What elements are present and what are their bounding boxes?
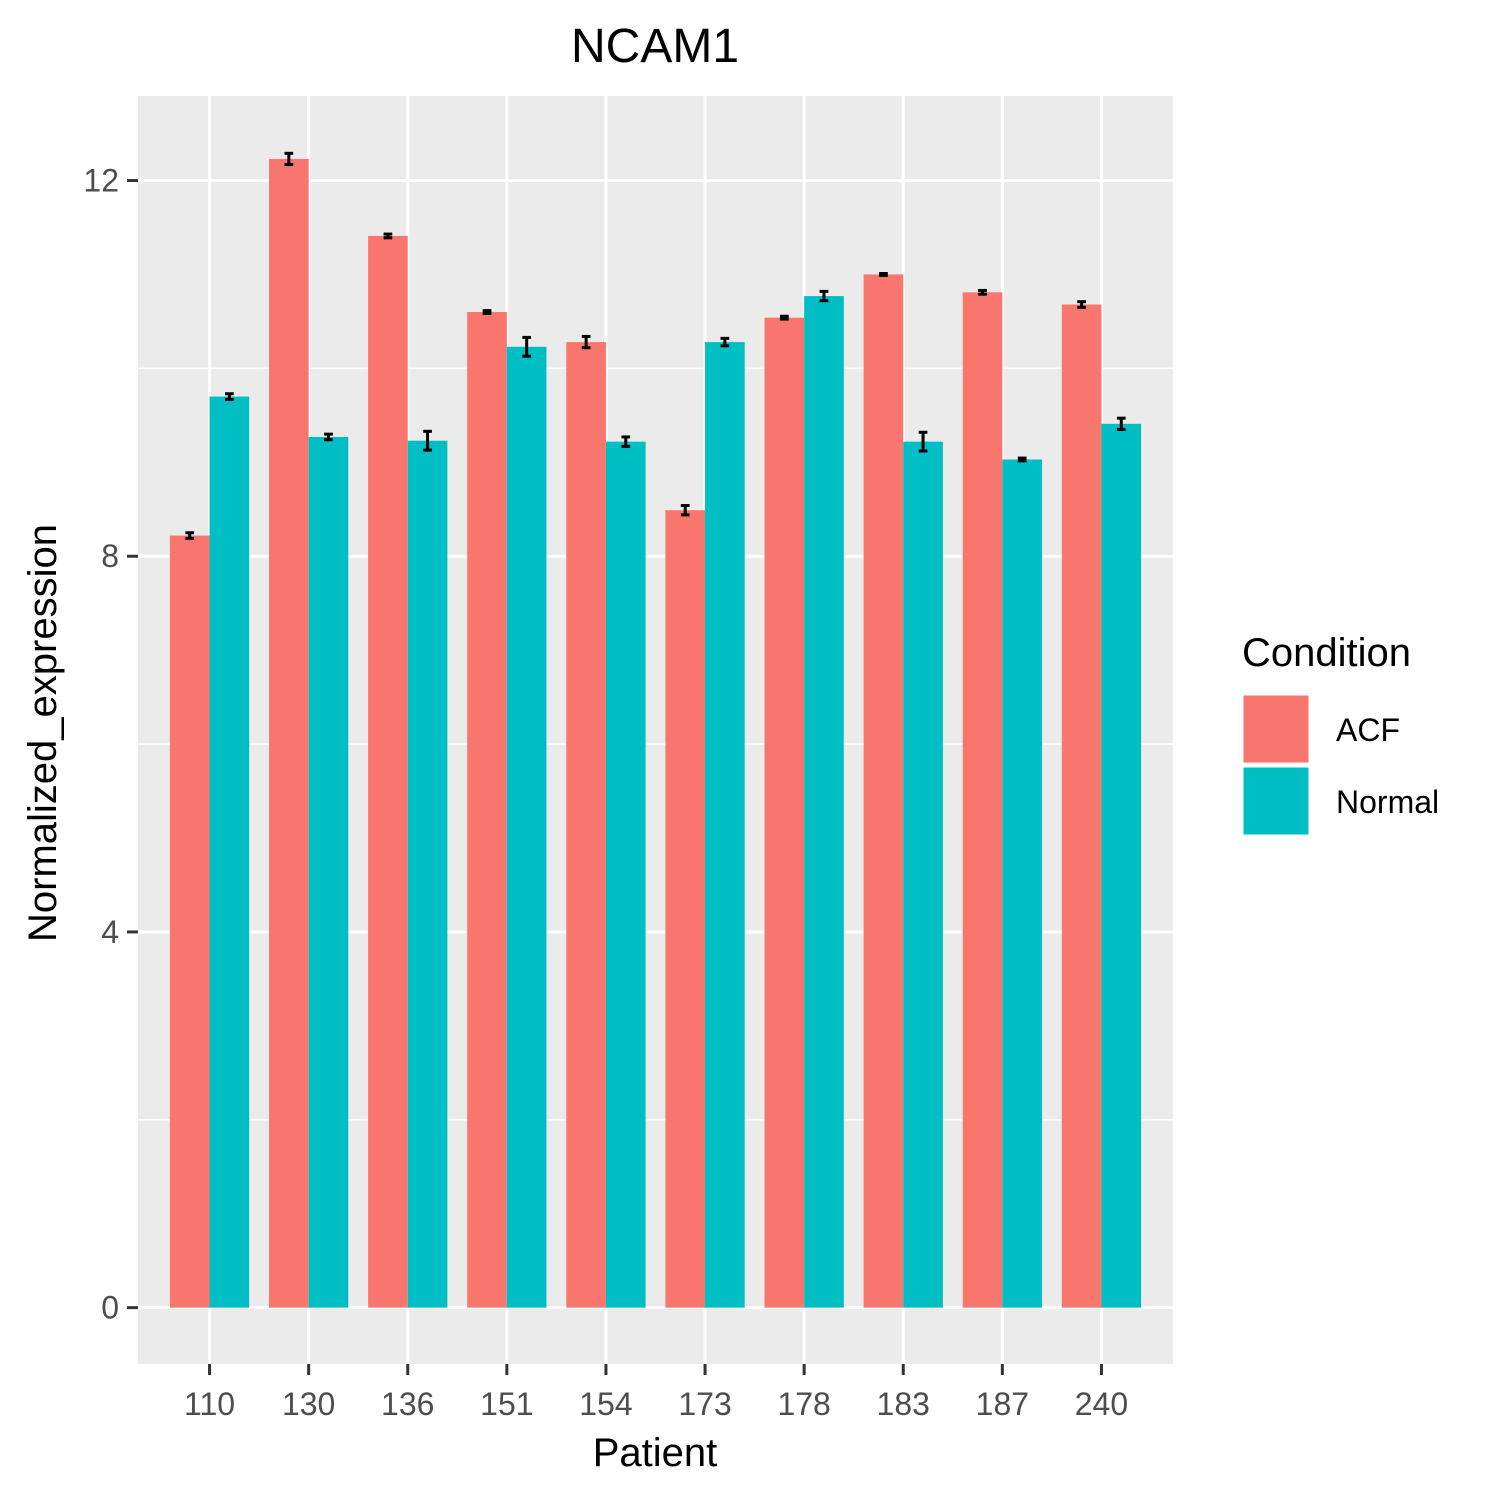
bar-normal-240 <box>1101 423 1142 1308</box>
legend-title: Condition <box>1242 631 1411 675</box>
legend-key-acf <box>1240 692 1312 766</box>
bar-acf-240 <box>1061 304 1102 1308</box>
x-axis-title: Patient <box>593 1431 718 1475</box>
x-tick-label: 173 <box>678 1386 731 1422</box>
bar-acf-173 <box>665 510 706 1308</box>
y-tick-label: 4 <box>101 914 119 950</box>
bar-acf-178 <box>764 317 805 1308</box>
bar-normal-178 <box>804 296 844 1308</box>
bar-acf-187 <box>962 292 1003 1308</box>
error-bar-acf-173 <box>680 504 690 517</box>
y-tick-label: 0 <box>101 1290 119 1326</box>
x-tick-label: 136 <box>381 1386 434 1422</box>
x-tick-label: 154 <box>579 1386 632 1422</box>
error-bar-normal-173 <box>720 336 730 348</box>
x-tick-label: 130 <box>282 1386 335 1422</box>
error-bar-acf-110 <box>185 531 195 540</box>
x-axis: 110 130 136 151 154 173 178 183 187 240 <box>184 1364 1128 1422</box>
error-bars <box>185 151 1126 540</box>
bar-normal-110 <box>209 396 250 1308</box>
bar-normal-136 <box>407 440 448 1308</box>
legend: Condition ACF Normal <box>1240 631 1439 838</box>
error-bar-acf-154 <box>581 334 591 350</box>
y-tick-label: 12 <box>83 163 119 199</box>
bar-normal-151 <box>506 346 547 1308</box>
x-tick-label: 151 <box>480 1386 533 1422</box>
error-bar-normal-187 <box>1017 456 1027 463</box>
x-tick-label: 240 <box>1075 1386 1128 1422</box>
error-bar-normal-183 <box>918 430 928 453</box>
error-bar-acf-130 <box>284 151 294 167</box>
error-bar-normal-154 <box>621 435 631 448</box>
bar-normal-154 <box>605 441 646 1308</box>
legend-key-normal <box>1240 764 1312 838</box>
legend-label-normal: Normal <box>1336 784 1439 820</box>
x-tick-label: 183 <box>877 1386 930 1422</box>
bar-acf-151 <box>467 312 507 1308</box>
x-tick-label: 110 <box>184 1386 235 1422</box>
y-tick-label: 8 <box>101 538 119 574</box>
bar-normal-173 <box>705 342 745 1308</box>
error-bar-normal-178 <box>819 289 829 303</box>
x-tick-label: 178 <box>777 1386 830 1422</box>
bar-acf-110 <box>169 535 210 1308</box>
bar-acf-130 <box>269 158 309 1308</box>
y-axis-title: Normalized_expression <box>21 524 65 942</box>
x-tick-label: 187 <box>976 1386 1029 1422</box>
error-bar-acf-240 <box>1077 300 1086 309</box>
error-bar-acf-151 <box>482 309 492 315</box>
error-bar-acf-183 <box>879 272 888 277</box>
bar-normal-130 <box>308 436 349 1308</box>
y-axis: 0 4 8 12 <box>83 163 138 1326</box>
error-bar-acf-187 <box>978 288 987 296</box>
error-bar-normal-130 <box>324 432 333 442</box>
legend-label-acf: ACF <box>1336 712 1400 748</box>
bar-normal-183 <box>903 441 943 1308</box>
error-bar-normal-240 <box>1116 416 1126 431</box>
bar-acf-183 <box>863 274 904 1308</box>
error-bar-acf-136 <box>383 232 393 240</box>
error-bar-acf-178 <box>779 314 789 321</box>
bar-normal-187 <box>1002 459 1042 1308</box>
error-bar-normal-151 <box>522 335 532 358</box>
error-bar-normal-110 <box>225 392 234 401</box>
error-bar-normal-136 <box>423 429 432 452</box>
chart-title: NCAM1 <box>571 20 739 73</box>
bar-acf-154 <box>566 342 606 1308</box>
bar-acf-136 <box>368 235 408 1308</box>
bars <box>169 158 1142 1308</box>
